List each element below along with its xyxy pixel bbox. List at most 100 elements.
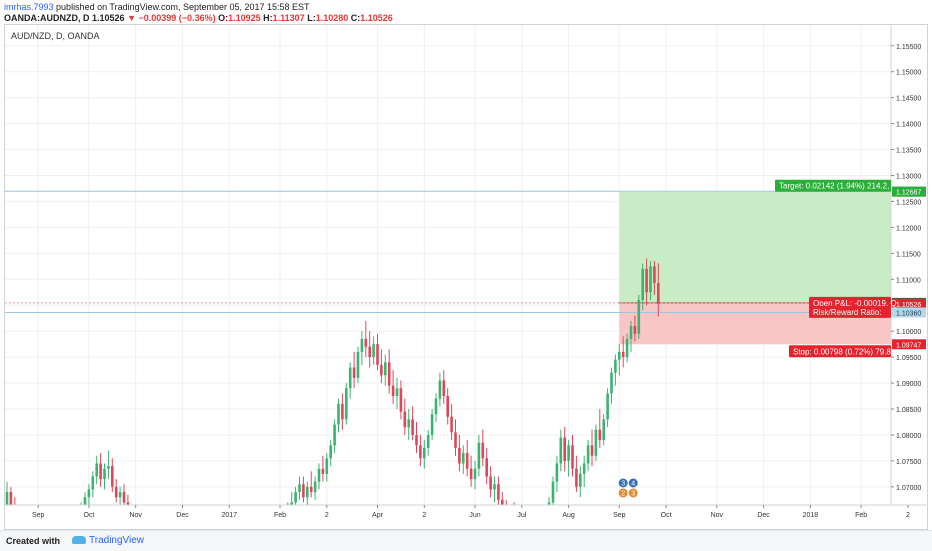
time-tick-label: Sep (613, 512, 626, 519)
candle (411, 406, 414, 441)
cloud-icon (72, 536, 86, 545)
candle-body (352, 367, 356, 378)
price-tick-label: 1.11000 (896, 277, 921, 284)
candle (126, 494, 130, 505)
tradingview-logo[interactable]: TradingView (72, 535, 144, 546)
candle (387, 349, 391, 394)
price-chart[interactable]: 3 42 3 1.070001.075001.080001.085001.09000… (5, 25, 927, 529)
price-lines (5, 190, 891, 313)
candle-body (629, 325, 633, 339)
candle (501, 492, 504, 505)
candle (649, 261, 652, 301)
candle (391, 370, 395, 404)
price-tick-label: 1.14500 (896, 96, 921, 103)
candle (465, 440, 469, 477)
candle-body (87, 489, 91, 498)
candle (372, 336, 375, 365)
candle-body (594, 429, 598, 456)
candle-body (114, 486, 118, 498)
price-badge: 1.10526 (892, 298, 926, 309)
candle-body (493, 484, 496, 490)
target-label-bg (775, 179, 891, 192)
last-price: 1.10526 (92, 13, 125, 23)
candle (610, 367, 613, 404)
candle (103, 463, 106, 490)
candle (598, 409, 602, 448)
candle-body (423, 447, 426, 459)
candle (403, 398, 407, 435)
candle-body (290, 502, 293, 505)
candle (469, 455, 473, 487)
candle (590, 429, 594, 467)
candle-body (430, 414, 434, 435)
time-tick-label: Nov (711, 512, 724, 519)
candle-body (618, 351, 621, 360)
target-label: Target: 0.02142 (1.94%) 214.2, (775, 179, 891, 192)
candle-body (555, 463, 559, 482)
candle (380, 349, 383, 384)
candle-body (302, 484, 305, 498)
candle-body (434, 398, 438, 415)
event-marker-bottom: 2 (617, 487, 629, 499)
candle-body (465, 453, 469, 469)
candle (352, 351, 356, 389)
candle (399, 380, 403, 420)
candle-body (637, 300, 641, 334)
candle (423, 440, 426, 469)
candle (434, 393, 438, 422)
candle (559, 429, 563, 472)
candle (454, 419, 457, 456)
candle-body (107, 466, 110, 469)
candle (83, 492, 87, 505)
low-label: L: (307, 13, 316, 23)
candle-body (582, 463, 586, 474)
target-label-text: Target: 0.02142 (1.94%) 214.2, (779, 182, 889, 191)
candle-body (321, 468, 325, 474)
candle-body (345, 388, 348, 420)
candle-body (485, 458, 488, 477)
event-marker-right-count: 4 (631, 481, 635, 488)
candle-body (477, 442, 481, 469)
candle-body (563, 437, 566, 461)
candle-body (391, 385, 395, 397)
candle (633, 315, 637, 342)
price-badge: 1.10360 (892, 307, 926, 318)
risk-reward-label: Risk/Reward Ratio: (809, 305, 891, 318)
price-tick-label: 1.14000 (896, 122, 921, 129)
candle (298, 476, 301, 500)
price-badge-bg (892, 298, 926, 309)
time-tick-label: 2017 (222, 512, 238, 519)
candle (95, 455, 98, 485)
candle (290, 492, 293, 505)
candle-body (442, 380, 446, 397)
candle-body (547, 502, 551, 505)
candle (629, 320, 633, 352)
candle-body (571, 445, 574, 469)
candle (606, 388, 609, 428)
candle-body (325, 458, 329, 474)
candle-body (625, 338, 629, 358)
candle-body (567, 445, 570, 461)
candle-body (95, 463, 98, 477)
candle-body (317, 468, 321, 482)
candle (450, 403, 453, 441)
risk-reward-label-text: Risk/Reward Ratio: (813, 308, 881, 317)
candle (107, 450, 110, 480)
candle (547, 497, 551, 505)
candle-body (458, 447, 461, 464)
candle (481, 429, 485, 467)
candle (309, 471, 313, 498)
publish-text: published on TradingView.com, September … (56, 2, 310, 12)
candle (621, 336, 625, 368)
author-link[interactable]: imrhas.7993 (4, 2, 54, 12)
candle (9, 486, 13, 505)
price-change: −0.00399 (−0.36%) (138, 13, 216, 23)
down-triangle-icon: ▼ (127, 13, 136, 23)
candle (602, 414, 605, 446)
candle-body (575, 468, 578, 487)
candle-body (415, 434, 418, 446)
candle-body (309, 486, 313, 493)
event-marker-bottom-right-count: 3 (631, 491, 635, 498)
candle (376, 333, 379, 371)
